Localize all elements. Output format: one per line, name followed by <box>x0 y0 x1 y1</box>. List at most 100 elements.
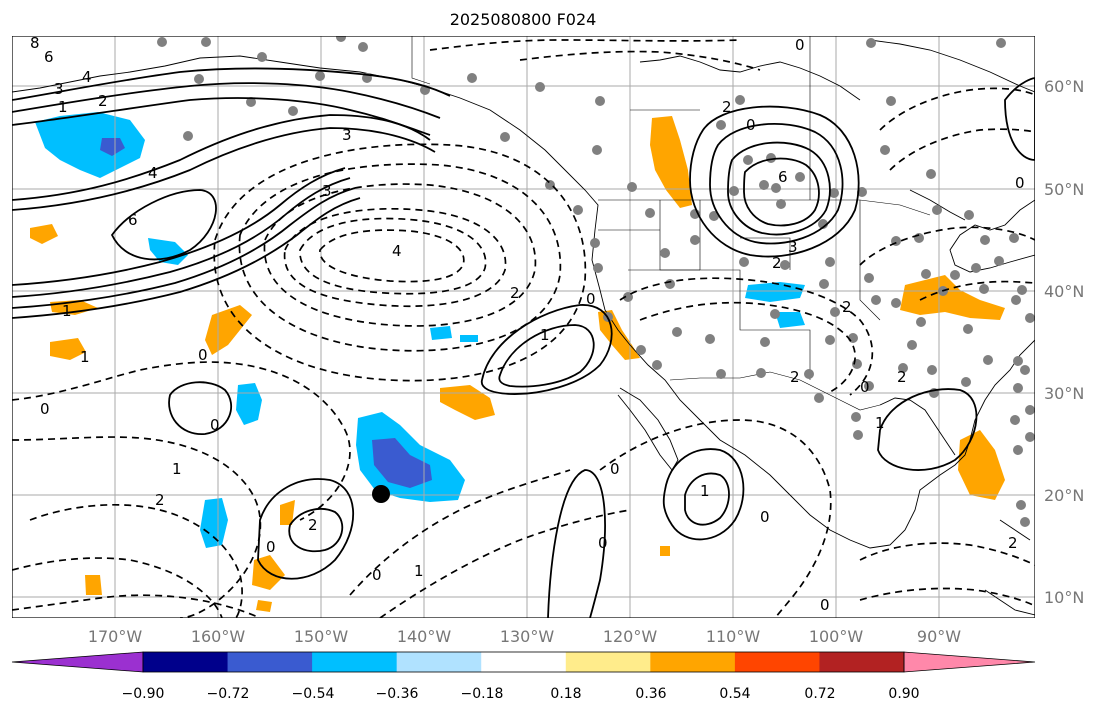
contour-label: 0 <box>795 36 805 54</box>
shade-orange-east <box>900 275 1005 320</box>
latitude-labels: 60°N 50°N 40°N 30°N 20°N 10°N <box>1044 77 1084 607</box>
colorbar-segment <box>819 652 905 672</box>
contour-label: 1 <box>700 482 710 500</box>
contour-label: 0 <box>372 566 382 584</box>
colorbar-extend-min <box>11 651 144 673</box>
shade-blue-gulf-alaska <box>35 112 145 178</box>
political-boundaries <box>411 36 931 411</box>
contour-label: 2 <box>772 254 782 272</box>
contour-label: 8 <box>30 34 40 52</box>
lon-label-100w: 100°W <box>809 627 864 646</box>
contour-label: 0 <box>760 508 770 526</box>
contour-label: 2 <box>790 368 800 386</box>
contour-label: 1 <box>414 562 424 580</box>
shade-orange-mid <box>440 385 495 420</box>
negative-contours <box>12 39 1035 618</box>
contour-label: 0 <box>266 538 276 556</box>
lat-label-50n: 50°N <box>1044 180 1084 199</box>
shade-orange-gulf <box>958 430 1005 500</box>
negative-anomaly-shading <box>35 112 805 548</box>
shade-darkblue-hawaii <box>372 438 432 488</box>
shade-blue-small1 <box>430 326 452 340</box>
shade-blue-nm <box>775 312 805 328</box>
map-panel: 8 6 3 4 2 1 4 6 3 3 4 2 1 0 1 0 0 1 2 2 … <box>12 34 1035 618</box>
lat-label-30n: 30°N <box>1044 384 1084 403</box>
lon-label-170w: 170°W <box>88 627 143 646</box>
contour-label: 4 <box>392 242 402 260</box>
colorbar-segment <box>650 652 736 672</box>
colorbar-tick: 0.90 <box>888 686 919 702</box>
lon-label-90w: 90°W <box>917 627 961 646</box>
contour-label: 0 <box>40 400 50 418</box>
contour-label: 6 <box>128 211 138 229</box>
map-title: 2025080800 F024 <box>450 10 597 29</box>
colorbar-segment <box>312 652 398 672</box>
contour-label: 6 <box>44 48 54 66</box>
contour-label: 4 <box>148 164 158 182</box>
shade-blue-small2 <box>460 335 478 342</box>
contour-labels: 8 6 3 4 2 1 4 6 3 3 4 2 1 0 1 0 0 1 2 2 … <box>30 34 1025 614</box>
shade-orange-w2 <box>50 338 86 360</box>
colorbar-segment <box>227 652 313 672</box>
colorbar-tick: −0.54 <box>292 686 335 702</box>
colorbar-extend-max <box>903 651 1036 673</box>
contour-label: 0 <box>820 596 830 614</box>
positive-contours <box>12 67 1035 618</box>
lat-label-10n: 10°N <box>1044 588 1084 607</box>
lon-label-110w: 110°W <box>706 627 761 646</box>
lon-label-150w: 150°W <box>294 627 349 646</box>
contour-label: 1 <box>80 348 90 366</box>
contour-label: 1 <box>875 414 885 432</box>
shade-orange-w1 <box>205 305 252 355</box>
colorbar-tick: 0.36 <box>635 686 666 702</box>
contour-label: 4 <box>82 68 92 86</box>
contour-label: 3 <box>788 238 798 256</box>
colorbar-tick: 0.72 <box>804 686 835 702</box>
colorbar-segment <box>565 652 651 672</box>
colorbar-tick: 0.54 <box>719 686 750 702</box>
contour-label: 0 <box>746 116 756 134</box>
contour-label: 0 <box>198 346 208 364</box>
contour-label: 2 <box>897 368 907 386</box>
contour-label: 1 <box>62 302 72 320</box>
colorbar-outline <box>142 651 905 673</box>
colorbar-segment <box>734 652 820 672</box>
shade-blue-sw <box>200 498 228 548</box>
lat-label-40n: 40°N <box>1044 282 1084 301</box>
contour-label: 1 <box>172 460 182 478</box>
colorbar-tick: −0.90 <box>122 686 165 702</box>
colorbar-tick: −0.36 <box>376 686 419 702</box>
contour-label: 2 <box>842 298 852 316</box>
lon-label-160w: 160°W <box>191 627 246 646</box>
colorbar-tick-labels: −0.90 −0.72 −0.54 −0.36 −0.18 0.18 0.36 … <box>122 686 920 702</box>
colorbar-tick: −0.18 <box>461 686 504 702</box>
contour-label: 0 <box>210 416 220 434</box>
contour-label: 3 <box>54 80 64 98</box>
colorbar-segment <box>481 652 567 672</box>
lat-label-20n: 20°N <box>1044 486 1084 505</box>
contour-label: 0 <box>586 290 596 308</box>
shade-orange-s4 <box>280 500 295 525</box>
shade-orange-s5 <box>660 546 670 556</box>
station-markers <box>157 36 1035 527</box>
shade-orange-canada-west <box>650 116 692 208</box>
longitude-labels: 170°W 160°W 150°W 140°W 130°W 120°W 110°… <box>88 627 961 646</box>
contour-label: 1 <box>540 326 550 344</box>
colorbar-segment <box>143 652 229 672</box>
colorbar-tick: 0.18 <box>550 686 581 702</box>
contour-label: 2 <box>722 98 732 116</box>
contour-label: 3 <box>322 182 332 200</box>
colorbar <box>11 651 1036 673</box>
colorbar-segment <box>396 652 482 672</box>
contour-label: 2 <box>510 284 520 302</box>
contour-label: 0 <box>598 534 608 552</box>
lon-label-140w: 140°W <box>397 627 452 646</box>
shade-darkblue-gulf-alaska <box>100 138 125 156</box>
colorbar-tick: −0.72 <box>207 686 250 702</box>
lat-label-60n: 60°N <box>1044 77 1084 96</box>
contour-label: 0 <box>860 378 870 396</box>
shade-blue-midpacific <box>148 238 188 265</box>
shade-orange-s3 <box>256 600 272 612</box>
contour-label: 0 <box>1015 174 1025 192</box>
